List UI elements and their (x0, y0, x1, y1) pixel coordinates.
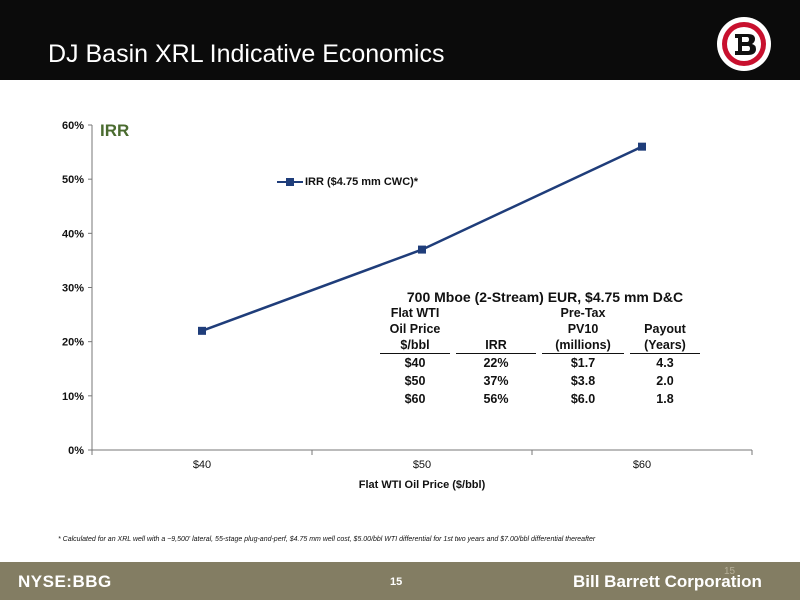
table-row: $40 22% $1.7 4.3 (380, 354, 700, 372)
company-name: Bill Barrett Corporation (573, 572, 762, 591)
header-line: $/bbl (400, 338, 430, 352)
x-axis-ticks: $40 $50 $60 (91, 450, 753, 471)
ticker-symbol: NYSE:BBG (18, 572, 112, 591)
economics-table-panel: 700 Mboe (2-Stream) EUR, $4.75 mm D&C Fl… (380, 289, 730, 408)
header-line: (Years) (644, 338, 686, 352)
table-cell: 37% (483, 374, 509, 388)
table-cell: $3.8 (570, 374, 596, 388)
header-line: Pre-Tax (560, 306, 606, 320)
y-axis-ticks: 0% 10% 20% 30% 40% 50% 60% (62, 120, 92, 457)
economics-table-header-row: Flat WTI Oil Price $/bbl IRR Pre-Tax PV1… (380, 305, 700, 354)
footnote: * Calculated for an XRL well with a ~9,5… (58, 536, 596, 543)
x-tick-label: $50 (413, 459, 431, 471)
header-line: Oil Price (389, 322, 441, 336)
slide-title: DJ Basin XRL Indicative Economics (48, 40, 445, 68)
table-cell: 2.0 (656, 374, 674, 388)
irr-line-chart: 0% 10% 20% 30% 40% 50% 60% $40 $50 $60 Flat WTI … (62, 120, 753, 491)
x-axis-title: Flat WTI Oil Price ($/bbl) (359, 479, 486, 491)
col-header-irr: IRR (456, 305, 536, 354)
legend-swatch (277, 175, 303, 189)
ghost-page-number: 15 (724, 566, 736, 577)
y-tick-label: 0% (68, 445, 84, 457)
header-line: Payout (644, 322, 686, 336)
table-cell: 1.8 (656, 392, 674, 406)
chart-legend: IRR ($4.75 mm CWC)* (277, 175, 418, 189)
y-tick-label: 40% (62, 228, 84, 240)
data-point-square-marker (638, 142, 646, 151)
company-b-logo (717, 17, 771, 71)
table-cell: 4.3 (656, 356, 674, 370)
legend-label: IRR ($4.75 mm CWC)* (305, 176, 419, 188)
chart-series (198, 142, 646, 335)
table-cell: 22% (483, 356, 509, 370)
page-number: 15 (390, 576, 403, 588)
header-line: Flat WTI (390, 306, 440, 320)
y-tick-label: 60% (62, 120, 84, 132)
x-tick-label: $60 (633, 459, 651, 471)
data-point-square-marker (418, 245, 426, 254)
y-tick-label: 20% (62, 337, 84, 349)
header-bar: DJ Basin XRL Indicative Economics (0, 0, 800, 80)
economics-table: Flat WTI Oil Price $/bbl IRR Pre-Tax PV1… (374, 305, 706, 408)
table-cell: $60 (404, 392, 426, 406)
economics-table-title: 700 Mboe (2-Stream) EUR, $4.75 mm D&C (406, 289, 684, 305)
y-tick-label: 10% (62, 391, 84, 403)
header-line: (millions) (555, 338, 611, 352)
col-header-oil-price: Flat WTI Oil Price $/bbl (380, 305, 450, 354)
header-line: PV10 (567, 322, 599, 336)
header-line: IRR (485, 338, 507, 352)
table-row: $60 56% $6.0 1.8 (380, 390, 700, 408)
data-point-square-marker (198, 326, 206, 335)
y-tick-label: 30% (62, 283, 84, 295)
table-cell: $6.0 (570, 392, 596, 406)
legend-square-marker (286, 178, 294, 186)
chart-title: IRR (100, 121, 130, 140)
table-cell: 56% (483, 392, 509, 406)
table-cell: $1.7 (570, 356, 596, 370)
col-header-pv10: Pre-Tax PV10 (millions) (542, 305, 624, 354)
table-cell: $40 (404, 356, 426, 370)
footer-bar: NYSE:BBG 15 15 Bill Barrett Corporation (0, 562, 800, 600)
table-cell: $50 (404, 374, 426, 388)
table-row: $50 37% $3.8 2.0 (380, 372, 700, 390)
x-tick-label: $40 (193, 459, 211, 471)
y-tick-label: 50% (62, 174, 84, 186)
col-header-payout: Payout (Years) (630, 305, 700, 354)
